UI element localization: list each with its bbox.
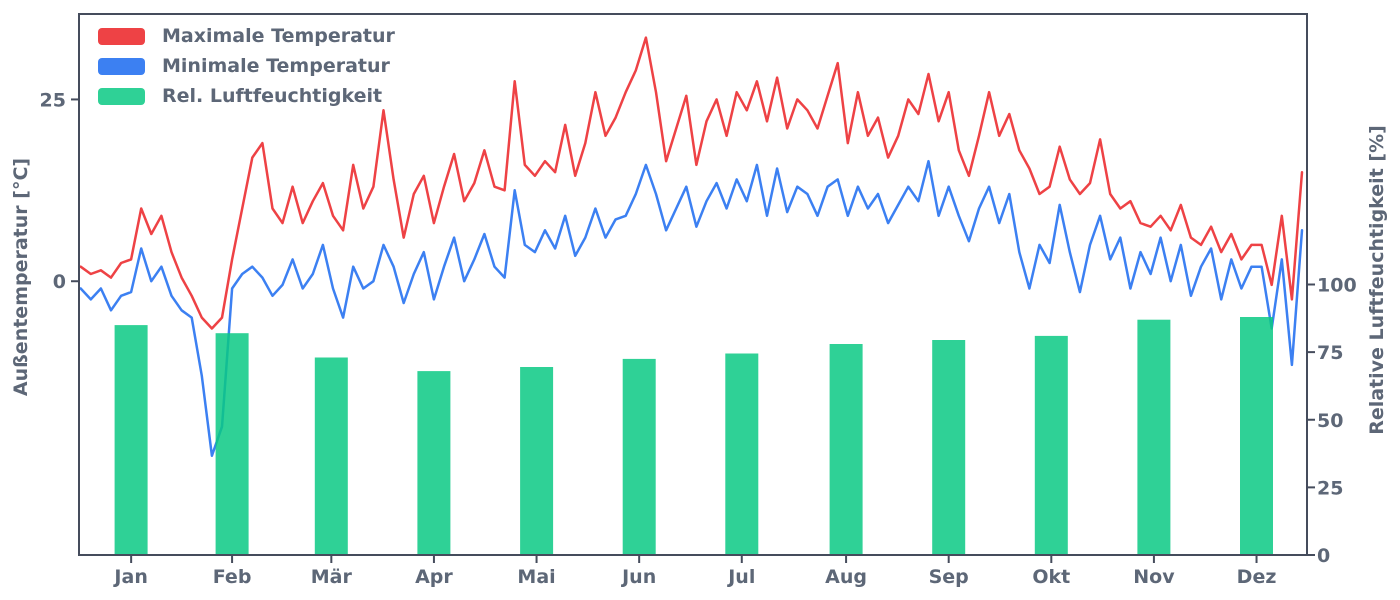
legend-label-max-temp: Maximale Temperatur (162, 25, 395, 47)
humidity-bar-Jan (114, 325, 148, 555)
x-axis-tick-label: Nov (1133, 566, 1175, 588)
humidity-bar-Sep (932, 340, 966, 555)
min-temperature-line (79, 159, 1304, 457)
legend-swatch-humidity-icon (98, 87, 145, 105)
right-axis-tick-label: 25 (1317, 477, 1343, 499)
humidity-bar-Jun (622, 358, 656, 555)
humidity-bar-Apr (417, 371, 451, 555)
x-axis-tick-label: Feb (213, 566, 252, 588)
legend-item-humidity: Rel. Luftfeuchtigkeit (98, 85, 395, 107)
humidity-bar-Nov (1137, 319, 1171, 555)
legend-item-min-temp: Minimale Temperatur (98, 55, 395, 77)
legend-swatch-max-temp-icon (98, 27, 145, 45)
x-axis-tick-label: Dez (1237, 566, 1277, 588)
x-axis-tick-label: Apr (415, 566, 453, 588)
humidity-bar-Feb (215, 333, 249, 555)
humidity-bar-Aug (829, 344, 863, 555)
left-axis-tick-label: 0 (53, 271, 66, 293)
legend-item-max-temp: Maximale Temperatur (98, 25, 395, 47)
legend-label-humidity: Rel. Luftfeuchtigkeit (162, 85, 383, 107)
right-axis-title: Relative Luftfeuchtigkeit [%] (1366, 125, 1388, 435)
x-axis-tick-label: Aug (825, 566, 867, 588)
legend-swatch-min-temp-icon (98, 57, 145, 75)
legend-label-min-temp: Minimale Temperatur (162, 55, 390, 77)
max-temperature-line (79, 36, 1304, 330)
right-axis-tick-label: 50 (1317, 410, 1343, 432)
x-axis-tick-label: Okt (1032, 566, 1070, 588)
left-axis-title: Außentemperatur [°C] (10, 157, 32, 397)
right-axis-tick-label: 100 (1317, 275, 1357, 297)
chart-legend: Maximale Temperatur Minimale Temperatur … (98, 25, 395, 107)
x-axis-tick-label: Mär (311, 566, 353, 588)
humidity-bar-Mär (314, 357, 348, 555)
right-axis-tick-label: 0 (1317, 545, 1330, 567)
x-axis-tick-label: Mai (517, 566, 555, 588)
humidity-bar-Mai (520, 367, 554, 555)
x-axis-tick-label: Jun (620, 566, 656, 588)
x-axis-tick-label: Jan (112, 566, 147, 588)
left-axis-tick-label: 25 (40, 89, 66, 111)
humidity-bar-Dez (1240, 317, 1273, 555)
humidity-bar-Okt (1034, 335, 1068, 555)
right-axis-tick-label: 75 (1317, 342, 1343, 364)
x-axis-tick-label: Jul (726, 566, 755, 588)
humidity-bar-Jul (725, 353, 759, 555)
x-axis-tick-label: Sep (929, 566, 969, 588)
